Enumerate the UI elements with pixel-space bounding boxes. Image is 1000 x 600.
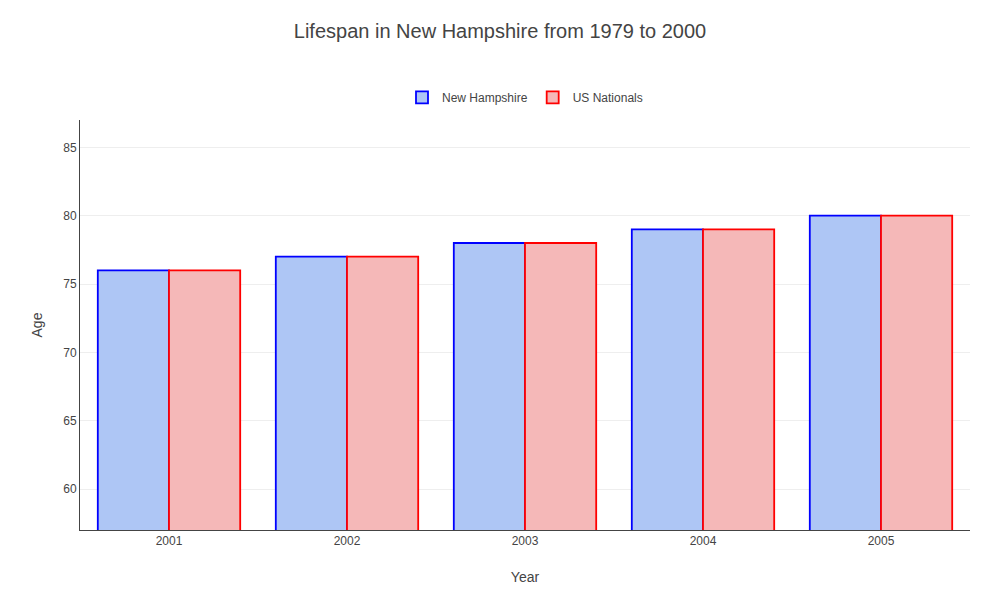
svg-text:Lifespan in New Hampshire from: Lifespan in New Hampshire from 1979 to 2… xyxy=(294,20,706,42)
svg-text:80: 80 xyxy=(63,209,77,223)
svg-text:70: 70 xyxy=(63,346,77,360)
svg-text:85: 85 xyxy=(63,141,77,155)
svg-text:65: 65 xyxy=(63,414,77,428)
svg-text:75: 75 xyxy=(63,277,77,291)
svg-text:2003: 2003 xyxy=(512,534,539,548)
svg-text:2005: 2005 xyxy=(868,534,895,548)
svg-text:Year: Year xyxy=(511,569,540,585)
svg-text:Age: Age xyxy=(29,312,45,337)
svg-text:2002: 2002 xyxy=(334,534,361,548)
svg-text:2001: 2001 xyxy=(156,534,183,548)
svg-text:New Hampshire: New Hampshire xyxy=(442,91,528,105)
svg-text:2004: 2004 xyxy=(690,534,717,548)
svg-text:60: 60 xyxy=(63,482,77,496)
svg-text:US Nationals: US Nationals xyxy=(573,91,643,105)
